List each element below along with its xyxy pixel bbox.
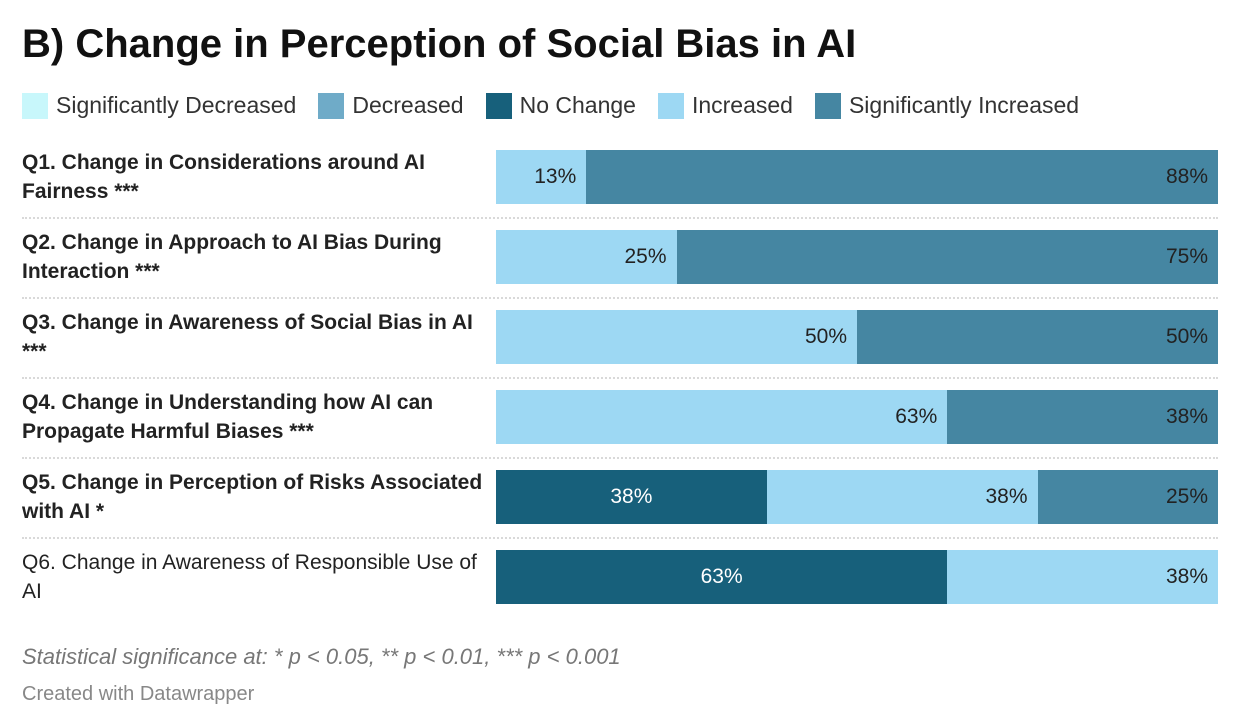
stacked-bar: 63% 38% [496,390,1218,444]
bar-segment: 63% [496,390,948,444]
category-label: Q3. Change in Awareness of Social Bias i… [22,311,473,363]
data-label: 38% [1165,565,1208,588]
data-label: 13% [534,165,577,188]
data-label: 63% [895,405,938,428]
bar-row: Q1. Change in Considerations around AI F… [22,148,1218,219]
legend: Significantly Decreased Decreased No Chang… [22,92,1079,119]
bar-row: Q2. Change in Approach to AI Bias During… [22,228,1218,299]
legend-item: Increased [657,92,793,119]
bar-segment: 50% [857,310,1218,364]
legend-label: Increased [691,92,793,118]
legend-swatch [485,92,512,119]
bar-segment: 75% [676,230,1218,284]
row-divider [22,537,1218,539]
bar-row: Q5. Change in Perception of Risks Associ… [22,468,1218,539]
bar-segment: 13% [496,150,587,204]
chart-rows: Q1. Change in Considerations around AI F… [22,148,1218,628]
row-divider [22,217,1218,219]
data-label: 63% [700,565,743,588]
legend-swatch [318,92,345,119]
bar-segment: 25% [496,230,677,284]
bar-segment: 38% [766,470,1038,524]
legend-label: Decreased [352,92,464,118]
bar-row: Q6. Change in Awareness of Responsible U… [22,548,1218,606]
legend-swatch [22,92,48,119]
bar-segment: 38% [947,550,1218,604]
data-label: 38% [1165,405,1208,428]
data-label: 25% [624,245,667,268]
data-label: 38% [610,485,653,508]
bar-segment: 50% [496,310,857,364]
stacked-bar: 38% 38% 25% [496,470,1218,524]
category-label: Q5. Change in Perception of Risks Associ… [22,471,483,523]
legend-swatch [657,92,684,119]
legend-item: No Change [485,92,636,119]
stacked-bar: 50% 50% [496,310,1218,364]
row-divider [22,457,1218,459]
legend-label: Significantly Increased [848,92,1080,118]
data-label: 25% [1165,485,1208,508]
category-label: Q4. Change in Understanding how AI can P… [22,391,434,443]
category-label: Q1. Change in Considerations around AI F… [22,151,425,203]
data-label: 50% [1165,325,1208,348]
legend-label: Significantly Decreased [56,92,297,118]
legend-item: Decreased [318,92,464,119]
chart-title: B) Change in Perception of Social Bias i… [22,22,857,66]
bar-segment: 63% [496,550,948,604]
stacked-bar: 13% 88% [496,150,1218,204]
bar-segment: 38% [496,470,767,524]
data-label: 50% [804,325,847,348]
category-label: Q2. Change in Approach to AI Bias During… [22,231,442,283]
data-label: 38% [985,485,1028,508]
row-divider [22,297,1218,299]
legend-label: No Change [519,92,636,118]
significance-footnote: Statistical significance at: * p < 0.05,… [22,644,621,669]
legend-swatch [814,92,841,119]
data-label: 75% [1165,245,1208,268]
bar-segment: 25% [1037,470,1218,524]
bar-segment: 38% [947,390,1218,444]
data-label: 88% [1165,165,1208,188]
legend-item: Significantly Increased [814,92,1080,119]
datawrapper-credit: Created with Datawrapper [22,683,255,705]
category-label: Q6. Change in Awareness of Responsible U… [22,551,477,603]
bar-row: Q4. Change in Understanding how AI can P… [22,388,1218,459]
stacked-bar: 25% 75% [496,230,1218,284]
bar-row: Q3. Change in Awareness of Social Bias i… [22,308,1218,379]
bar-segment: 88% [586,150,1218,204]
stacked-bar: 63% 38% [496,550,1218,604]
legend-item: Significantly Decreased [22,92,296,119]
row-divider [22,377,1218,379]
